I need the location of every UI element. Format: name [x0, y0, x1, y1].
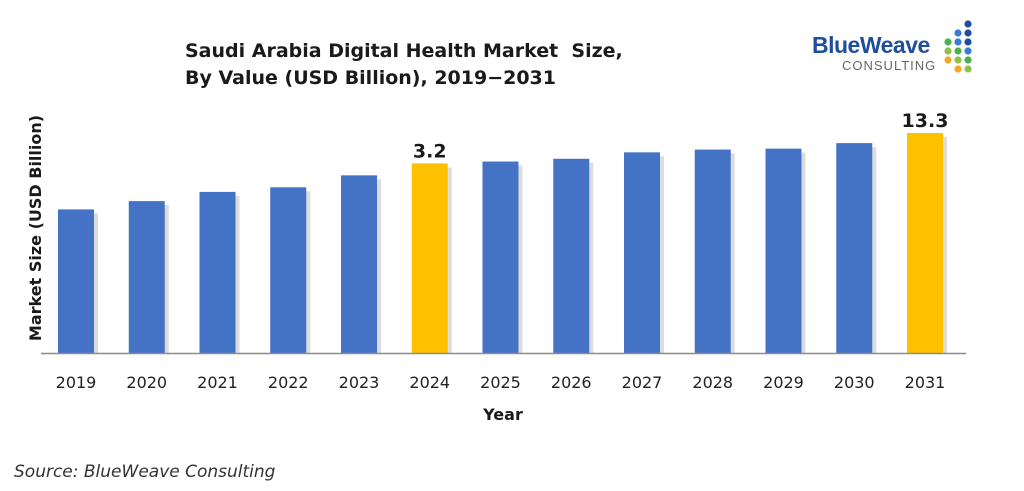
logo-dot: [964, 20, 972, 28]
x-tick-label-2027: 2027: [622, 373, 663, 392]
x-tick-labels: 2019 2020 2021 2022 2023 2024 2025 2026 2027 2028…: [56, 373, 946, 392]
x-tick-label-2030: 2030: [834, 373, 875, 392]
logo-dot: [964, 38, 972, 46]
logo-dot: [944, 38, 952, 46]
logo-dot: [954, 65, 962, 73]
bar-2019: [58, 209, 94, 353]
x-tick-label-2026: 2026: [551, 373, 592, 392]
bar-2027: [624, 152, 660, 353]
bar-2031: [907, 133, 943, 353]
source-note: Source: BlueWeave Consulting: [14, 462, 276, 482]
logo-subtitle: CONSULTING: [842, 58, 937, 73]
bar-2029: [765, 148, 802, 353]
data-label-2024: 3.2: [413, 140, 447, 162]
x-tick-label-2031: 2031: [905, 373, 946, 392]
logo-dot: [944, 47, 952, 55]
chart-title-line-2: By Value (USD Billion), 2019−2031: [185, 67, 557, 89]
data-label-2031: 13.3: [902, 110, 949, 132]
bluewave-logo: BlueWeave CONSULTING: [812, 18, 982, 78]
logo-dot: [954, 47, 962, 55]
logo-dot: [954, 38, 962, 46]
x-tick-label-2025: 2025: [480, 373, 521, 392]
bar-2025: [482, 161, 519, 353]
bar-2026: [553, 158, 590, 353]
bar-2024: [411, 163, 448, 353]
x-tick-label-2024: 2024: [409, 373, 450, 392]
bar-2021: [199, 191, 236, 353]
logo-dot: [964, 29, 972, 37]
bar-2023: [341, 175, 377, 353]
x-tick-label-2020: 2020: [126, 373, 167, 392]
x-tick-label-2019: 2019: [56, 373, 97, 392]
x-axis-title: Year: [482, 405, 523, 424]
chart-title: Saudi Arabia Digital Health Market Size,…: [185, 38, 725, 92]
logo-wordmark: BlueWeave: [812, 32, 930, 58]
x-tick-label-2021: 2021: [197, 373, 238, 392]
logo-dot: [944, 56, 952, 64]
bar-2022: [270, 187, 307, 353]
bar-chart: 2019 2020 2021 2022 2023 2024 2025 2026 2027 2028…: [26, 110, 966, 424]
x-tick-label-2022: 2022: [268, 373, 309, 392]
x-tick-label-2029: 2029: [763, 373, 804, 392]
logo-dot: [954, 29, 962, 37]
bar-2030: [836, 143, 873, 353]
y-axis-title: Market Size (USD Billion): [26, 115, 45, 341]
logo-dot: [954, 56, 962, 64]
bar-2020: [128, 201, 165, 353]
bars-group: [58, 133, 947, 353]
bar-2028: [694, 149, 731, 353]
logo-dots-icon: [944, 20, 972, 73]
logo-dot: [964, 56, 972, 64]
logo-dot: [964, 65, 972, 73]
logo-dot: [964, 47, 972, 55]
data-labels: 3.2 13.3: [413, 110, 949, 162]
x-tick-label-2028: 2028: [692, 373, 733, 392]
chart-title-line-1: Saudi Arabia Digital Health Market Size,: [185, 40, 623, 62]
x-tick-label-2023: 2023: [339, 373, 380, 392]
